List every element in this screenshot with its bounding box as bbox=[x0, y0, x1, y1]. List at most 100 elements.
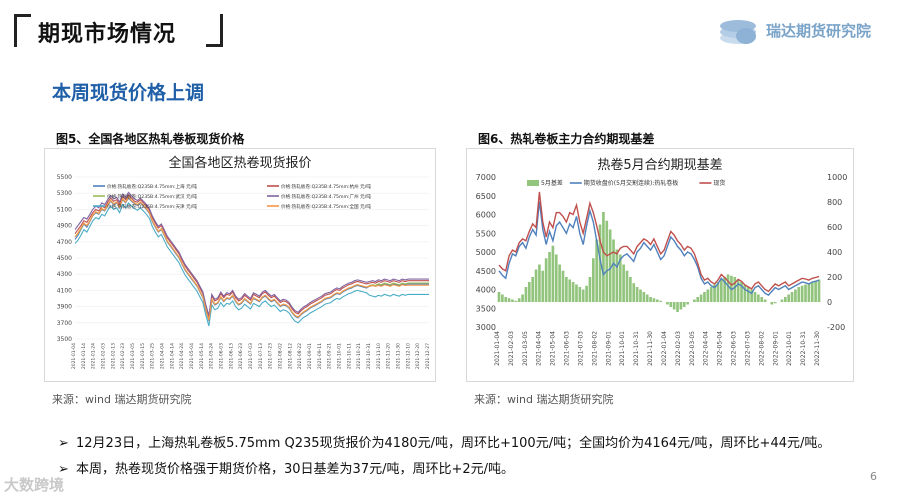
legend-label: 价格:热轧板卷:Q235B:4.75mm:天津 元/吨 bbox=[107, 203, 197, 210]
x-tick-label: 2021-12-10 bbox=[405, 343, 411, 369]
basis-bar bbox=[672, 302, 676, 310]
basis-bar bbox=[726, 274, 730, 302]
basis-bar bbox=[591, 258, 595, 302]
legend-label: 期货收盘价(5月交割连续):热轧卷板 bbox=[584, 179, 679, 187]
x-tick-label: 2021-09-21 bbox=[327, 343, 333, 369]
basis-bar bbox=[649, 297, 652, 302]
x-tick-label: 2022-05-04 bbox=[717, 331, 724, 366]
basis-bar bbox=[804, 284, 807, 302]
basis-bar bbox=[783, 297, 787, 302]
basis-bar bbox=[760, 297, 764, 302]
figure6-source: 来源：wind 瑞达期货研究院 bbox=[474, 393, 614, 406]
basis-bar bbox=[565, 277, 568, 302]
basis-bar bbox=[568, 279, 572, 302]
bullet-arrow-icon: ➢ bbox=[58, 462, 69, 477]
basis-bar bbox=[615, 249, 619, 302]
y-right-tick-label: 800 bbox=[827, 198, 842, 207]
x-tick-label: 2021-04-04 bbox=[536, 331, 543, 366]
y-tick-label: 5500 bbox=[57, 174, 72, 181]
legend-label: 价格:热轧板卷:Q235B:4.75mm:上海 元/吨 bbox=[107, 183, 197, 190]
bullet-text-2: 本周，热卷现货价格强于期货价格，30日基差为37元/吨，周环比+2元/吨。 bbox=[76, 462, 515, 477]
basis-bar bbox=[588, 277, 592, 302]
basis-bar bbox=[703, 292, 706, 302]
y-tick-label: 4900 bbox=[57, 223, 72, 230]
x-tick-label: 2022-11-30 bbox=[814, 331, 821, 366]
x-tick-label: 2021-09-01 bbox=[307, 343, 313, 369]
basis-bar bbox=[686, 302, 689, 305]
basis-bar bbox=[517, 298, 521, 302]
x-tick-label: 2022-09-01 bbox=[772, 331, 779, 366]
basis-bar bbox=[794, 289, 797, 302]
y-tick-label: 3900 bbox=[57, 304, 72, 311]
basis-bar bbox=[810, 282, 814, 302]
x-tick-label: 2021-03-05 bbox=[130, 343, 136, 369]
x-tick-label: 2022-10-01 bbox=[786, 331, 793, 366]
chart-title: 热卷5月合约期现基差 bbox=[597, 157, 722, 173]
basis-bar bbox=[527, 282, 531, 302]
basis-bar bbox=[807, 283, 811, 302]
x-tick-label: 2021-07-23 bbox=[268, 343, 274, 369]
basis-bar bbox=[602, 212, 605, 302]
basis-bar bbox=[534, 269, 538, 302]
series-line bbox=[498, 201, 820, 296]
bullet-arrow-icon: ➢ bbox=[58, 436, 69, 451]
basis-bar bbox=[541, 270, 545, 302]
basis-bar bbox=[723, 277, 727, 302]
x-tick-label: 2021-07-13 bbox=[258, 343, 264, 369]
x-tick-label: 2021-06-03 bbox=[564, 331, 571, 366]
basis-bar bbox=[655, 299, 659, 302]
basis-bar bbox=[635, 287, 639, 302]
x-tick-label: 2022-02-03 bbox=[675, 331, 682, 366]
basis-bar bbox=[561, 270, 565, 302]
basis-bar bbox=[659, 300, 663, 302]
x-tick-label: 2021-04-14 bbox=[169, 343, 175, 369]
x-tick-label: 2021-03-25 bbox=[150, 343, 156, 369]
basis-bar bbox=[554, 254, 558, 302]
basis-bar bbox=[800, 285, 804, 302]
y-right-tick-label: 200 bbox=[827, 273, 842, 282]
y-left-tick-label: 4000 bbox=[476, 286, 496, 295]
page-title: 期现市场情况 bbox=[38, 22, 177, 47]
y-left-tick-label: 3500 bbox=[476, 304, 496, 313]
basis-bar bbox=[733, 277, 737, 302]
basis-bar bbox=[753, 292, 757, 302]
basis-bar bbox=[558, 264, 561, 302]
x-tick-label: 2021-05-04 bbox=[550, 331, 557, 366]
basis-bar bbox=[693, 299, 696, 302]
basis-bar bbox=[716, 282, 720, 302]
x-tick-label: 2021-11-20 bbox=[386, 343, 392, 369]
x-tick-label: 2021-11-30 bbox=[647, 331, 654, 366]
basis-bar bbox=[679, 302, 683, 310]
legend-label: 现货 bbox=[713, 179, 725, 187]
series-line bbox=[74, 196, 429, 321]
y-left-tick-label: 4500 bbox=[476, 267, 496, 276]
bullet-text-1: 12月23日，上海热轧卷板5.75mm Q235现货报价为4180元/吨，周环比… bbox=[76, 436, 831, 451]
x-tick-label: 2021-08-02 bbox=[591, 331, 598, 366]
legend-label: 价格:热轧板卷:Q235B:4.75mm:广州 元/吨 bbox=[281, 193, 371, 200]
basis-bar bbox=[548, 252, 551, 302]
basis-bar bbox=[608, 229, 612, 302]
basis-bar bbox=[524, 287, 528, 302]
series-line bbox=[74, 201, 429, 327]
x-tick-label: 2021-01-04 bbox=[494, 331, 501, 366]
y-tick-label: 3500 bbox=[57, 336, 72, 343]
basis-bar bbox=[787, 294, 791, 302]
x-tick-label: 2021-02-23 bbox=[120, 343, 126, 369]
title-bracket-left bbox=[14, 14, 31, 47]
x-tick-label: 2021-10-21 bbox=[356, 343, 362, 369]
x-tick-label: 2022-08-02 bbox=[758, 331, 765, 366]
x-tick-label: 2021-12-20 bbox=[415, 343, 421, 369]
y-left-tick-label: 5500 bbox=[476, 229, 496, 238]
legend-label: 价格:热轧板卷:Q235B:4.75mm:武汉 元/吨 bbox=[107, 193, 197, 200]
y-left-tick-label: 7000 bbox=[476, 173, 496, 182]
y-left-tick-label: 5000 bbox=[476, 248, 496, 257]
basis-bar bbox=[581, 289, 585, 302]
y-right-tick-label: 1000 bbox=[827, 173, 847, 182]
y-left-tick-label: 6500 bbox=[476, 192, 496, 201]
x-tick-label: 2021-02-03 bbox=[101, 343, 107, 369]
x-tick-label: 2021-05-14 bbox=[199, 343, 205, 369]
bullet-item-1: ➢ 12月23日，上海热轧卷板5.75mm Q235现货报价为4180元/吨，周环… bbox=[58, 432, 830, 451]
basis-bar bbox=[790, 292, 794, 302]
y-tick-label: 4500 bbox=[57, 255, 72, 262]
company-logo-text: 瑞达期货研究院 bbox=[766, 22, 872, 40]
